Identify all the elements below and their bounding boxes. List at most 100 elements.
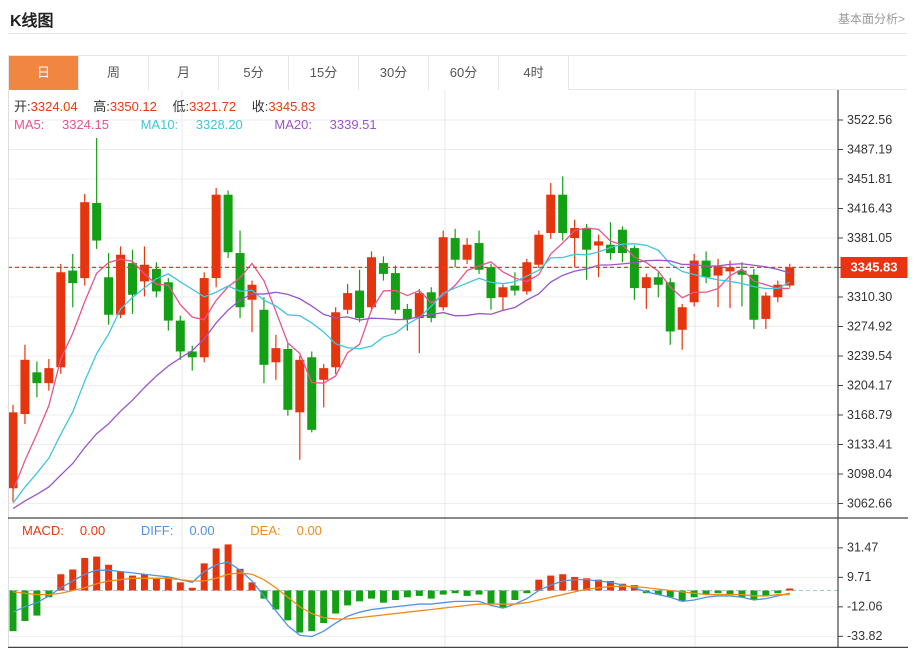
macd-bar — [475, 590, 483, 595]
page-title: K线图 — [10, 13, 54, 30]
macd-bar — [117, 571, 125, 591]
tab-interval-8[interactable]: 4时 — [499, 56, 569, 90]
candle-body — [761, 295, 771, 319]
price-axis-label: 3204.17 — [847, 378, 892, 392]
ma10-label: MA10: — [140, 117, 179, 132]
price-axis-label: 3098.04 — [847, 467, 892, 481]
macd-bar — [535, 579, 543, 591]
macd-axis-label: 31.47 — [847, 541, 878, 555]
macd-bar — [415, 590, 423, 596]
macd-bar — [152, 578, 160, 591]
candle-body — [606, 244, 615, 254]
kline-chart[interactable]: 3522.56 3487.19 3451.81 3416.43 3381.05 3345.… — [8, 90, 908, 649]
candle-body — [211, 194, 221, 279]
candle-body — [713, 266, 723, 276]
candle-body — [128, 263, 137, 295]
candle-body — [749, 274, 759, 320]
candle-body — [259, 309, 269, 365]
candle-body — [390, 273, 400, 310]
macd-bar — [690, 590, 698, 598]
tab-interval-3[interactable]: 月 — [149, 56, 219, 90]
candle-body — [510, 285, 520, 291]
macd-bar — [140, 574, 148, 591]
macd-bar — [236, 568, 244, 591]
candle-body — [367, 257, 376, 308]
candle-body — [247, 284, 257, 300]
macd-bar — [451, 590, 459, 594]
macd-bar — [164, 576, 172, 591]
candle-body — [175, 320, 185, 352]
candle-body — [163, 282, 173, 321]
candle-body — [104, 277, 114, 315]
tab-interval-4[interactable]: 5分 — [219, 56, 289, 90]
macd-axis-label: -33.82 — [847, 629, 882, 643]
tab-interval-1[interactable]: 日 — [8, 56, 79, 90]
candle-body — [187, 351, 197, 358]
tab-interval-5[interactable]: 15分 — [289, 56, 359, 90]
macd-bar — [714, 590, 722, 594]
macd-axis-label: 9.71 — [847, 570, 871, 584]
candle-body — [32, 372, 42, 384]
candle-body — [116, 254, 126, 315]
candle-body — [773, 284, 783, 298]
candle-body — [331, 312, 341, 368]
candle-body — [641, 277, 651, 289]
candle-body — [426, 292, 436, 319]
macd-bar — [9, 590, 17, 632]
macd-bar — [260, 590, 268, 599]
macd-bar — [786, 588, 794, 591]
macd-bar — [308, 590, 316, 632]
candle-body — [629, 248, 639, 289]
candle-body — [617, 229, 627, 254]
ma20-value: 3339.51 — [329, 117, 377, 132]
price-axis-label: 3487.19 — [847, 142, 892, 156]
macd-bar — [344, 590, 352, 606]
price-axis-label: 3133.41 — [847, 437, 892, 451]
macd-bar — [547, 575, 555, 591]
candle-body — [8, 412, 18, 489]
macd-bar — [702, 590, 710, 595]
candle-body — [450, 238, 460, 260]
ma10-line — [12, 243, 791, 504]
candle-body — [295, 359, 305, 413]
tab-interval-7[interactable]: 60分 — [429, 56, 499, 90]
candle-body — [438, 237, 448, 308]
macd-bar — [487, 590, 495, 605]
price-axis-label: 3239.54 — [847, 349, 892, 363]
ma5-line — [12, 227, 790, 491]
macd-bar — [559, 574, 567, 591]
tab-interval-6[interactable]: 30分 — [359, 56, 429, 90]
current-price-tag-text: 3345.83 — [851, 259, 898, 274]
candle-body — [235, 253, 245, 308]
open-label: 开: — [14, 99, 31, 114]
macd-bar — [571, 576, 579, 591]
ma20-line — [12, 259, 790, 510]
macd-bar — [224, 544, 232, 591]
macd-bar — [129, 575, 136, 591]
ma5-label: MA5: — [14, 117, 45, 132]
candle-body — [594, 241, 604, 246]
macd-bar — [320, 590, 328, 624]
candle-body — [653, 277, 663, 285]
price-axis-label: 3522.56 — [847, 113, 892, 127]
price-axis-label: 3274.92 — [847, 319, 892, 333]
candle-body — [223, 194, 233, 253]
candle-body — [151, 268, 161, 292]
candle-body — [378, 263, 388, 274]
macd-bar — [511, 590, 519, 600]
tab-interval-2[interactable]: 周 — [79, 56, 149, 90]
candle-body — [92, 203, 102, 241]
price-axis-label: 3062.66 — [847, 496, 892, 510]
candle-body — [677, 307, 687, 330]
macd-bar — [774, 590, 782, 594]
kline-chart-canvas[interactable]: 3522.56 3487.19 3451.81 3416.43 3381.05 3345.… — [8, 90, 908, 649]
fundamental-analysis-link[interactable]: 基本面分析> — [837, 12, 905, 26]
macd-bar — [21, 590, 29, 621]
macd-bar — [296, 590, 304, 633]
candle-body — [56, 272, 66, 368]
macd-bar — [69, 569, 77, 591]
candle-body — [665, 282, 675, 332]
macd-bar — [738, 590, 746, 598]
macd-bar — [176, 582, 184, 591]
close-value: 3345.83 — [268, 99, 316, 114]
